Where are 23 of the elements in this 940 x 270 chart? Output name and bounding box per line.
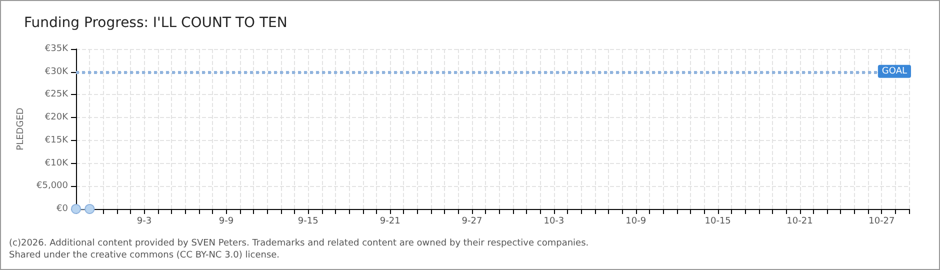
y-tick-label: €5,000 xyxy=(36,181,68,192)
y-tick-label: €15K xyxy=(44,135,70,146)
x-tick-label: 9-21 xyxy=(380,216,400,226)
x-tick-label: 10-3 xyxy=(544,216,564,226)
y-tick-label: €35K xyxy=(44,44,70,54)
ref-line-label: GOAL xyxy=(882,66,907,76)
x-tick-label: 9-9 xyxy=(218,216,234,226)
text: Shared under the creative commons (CC BY-NC 3.0) license. xyxy=(9,250,280,260)
x-tick-label: 9-15 xyxy=(298,216,318,226)
y-tick-label: €20K xyxy=(44,112,70,123)
y-axis-title: PLEDGED xyxy=(16,108,26,150)
x-tick-label: 10-21 xyxy=(786,216,813,226)
y-tick-label: €30K xyxy=(44,66,70,77)
y-tick-label: €0 xyxy=(56,204,68,214)
x-tick-label: 9-3 xyxy=(136,216,152,226)
y-tick-label: €25K xyxy=(44,90,70,100)
chart-title: Funding Progress: I'LL COUNT TO TEN xyxy=(24,15,288,31)
x-tick-label: 9-27 xyxy=(462,216,482,226)
x-tick-label: 10-15 xyxy=(704,216,731,226)
text: (c)2026. Additional content provided by SVEN Peters. Trademarks and related content are owned by their respective companies. xyxy=(9,238,589,248)
x-tick-label: 10-9 xyxy=(626,216,646,226)
y-tick-label: €10K xyxy=(44,158,70,168)
x-tick-label: 10-27 xyxy=(868,216,895,226)
